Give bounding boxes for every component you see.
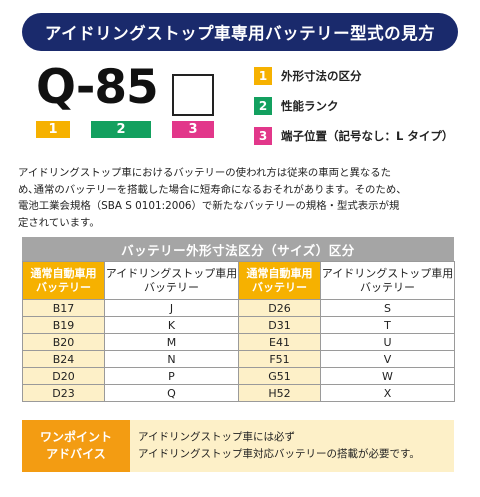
description-line: め､通常のバッテリーを搭載した場合に短寿命になるおそれがあります。そのため、 (18, 183, 407, 196)
description-line: 定されています。 (18, 216, 100, 229)
header-idling: アイドリングストップ車用 バッテリー (320, 261, 455, 300)
description: アイドリングストップ車におけるバッテリーの使われ方は従来の車両と異なるた め､通… (18, 165, 464, 231)
page-title: アイドリングストップ車専用バッテリー型式の見方 (44, 24, 436, 43)
table-row: B19 K D31 T (22, 316, 455, 334)
table-cell: B19 (22, 316, 105, 334)
table-cell: X (320, 384, 455, 402)
legend-label: 外形寸法の区分 (281, 69, 362, 83)
legend-label: 端子位置（記号なし：L タイプ） (281, 129, 454, 143)
table-cell: J (104, 299, 239, 317)
legend: 1 外形寸法の区分 2 性能ランク 3 端子位置（記号なし：L タイプ） (254, 66, 453, 156)
table-row: B24 N F51 V (22, 350, 455, 368)
table-cell: G51 (238, 367, 321, 385)
header-standard: 通常自動車用 バッテリー (238, 261, 321, 300)
advice-label: ワンポイント アドバイス (22, 420, 130, 472)
legend-item-terminal: 3 端子位置（記号なし：L タイプ） (254, 126, 453, 146)
table-cell: M (104, 333, 239, 351)
table-cell: E41 (238, 333, 321, 351)
model-code-example: Q-85 1 2 3 (36, 64, 226, 144)
table-cell: Q (104, 384, 239, 402)
table-cell: D26 (238, 299, 321, 317)
table-cell: B17 (22, 299, 105, 317)
advice-line: アイドリングストップ車には必ず (138, 431, 295, 443)
size-comparison-table: 通常自動車用 バッテリー アイドリングストップ車用 バッテリー 通常自動車用 バ… (22, 261, 455, 402)
legend-item-performance: 2 性能ランク (254, 96, 453, 116)
advice-line: アイドリングストップ車対応バッテリーの搭載が必要です。 (138, 448, 420, 460)
table-row: B17 J D26 S (22, 299, 455, 317)
table-cell: W (320, 367, 455, 385)
model-code: Q-85 (36, 60, 159, 115)
table-cell: S (320, 299, 455, 317)
title-banner: アイドリングストップ車専用バッテリー型式の見方 (22, 13, 458, 51)
legend-number: 3 (254, 127, 272, 145)
table-row: D23 Q H52 X (22, 384, 455, 402)
table-cell: N (104, 350, 239, 368)
table-cell: B20 (22, 333, 105, 351)
legend-label: 性能ランク (281, 99, 339, 113)
table-row: D20 P G51 W (22, 367, 455, 385)
legend-number: 2 (254, 97, 272, 115)
header-idling: アイドリングストップ車用 バッテリー (104, 261, 239, 300)
table-cell: F51 (238, 350, 321, 368)
advice-text: アイドリングストップ車には必ず アイドリングストップ車対応バッテリーの搭載が必要… (130, 420, 454, 472)
tag-terminal: 3 (172, 121, 214, 138)
legend-item-size: 1 外形寸法の区分 (254, 66, 453, 86)
description-line: アイドリングストップ車におけるバッテリーの使われ方は従来の車両と異なるた (18, 167, 392, 179)
table-row: B20 M E41 U (22, 333, 455, 351)
terminal-position-box (172, 74, 214, 116)
table-cell: B24 (22, 350, 105, 368)
table-cell: P (104, 367, 239, 385)
table-cell: U (320, 333, 455, 351)
legend-number: 1 (254, 67, 272, 85)
table-cell: D31 (238, 316, 321, 334)
tag-size: 1 (36, 121, 70, 138)
table-header-row: 通常自動車用 バッテリー アイドリングストップ車用 バッテリー 通常自動車用 バ… (22, 261, 455, 300)
header-standard: 通常自動車用 バッテリー (22, 261, 105, 300)
table-cell: D20 (22, 367, 105, 385)
advice-box: ワンポイント アドバイス アイドリングストップ車には必ず アイドリングストップ車… (22, 420, 454, 472)
table-title: バッテリー外形寸法区分（サイズ）区分 (22, 237, 454, 261)
table-cell: V (320, 350, 455, 368)
table-cell: T (320, 316, 455, 334)
description-line: 電池工業会規格（SBA S 0101:2006）で新たなバッテリーの規格・型式表… (18, 200, 400, 212)
table-cell: K (104, 316, 239, 334)
size-table: バッテリー外形寸法区分（サイズ）区分 通常自動車用 バッテリー アイドリングスト… (22, 237, 455, 402)
table-cell: H52 (238, 384, 321, 402)
table-cell: D23 (22, 384, 105, 402)
tag-performance: 2 (91, 121, 151, 138)
